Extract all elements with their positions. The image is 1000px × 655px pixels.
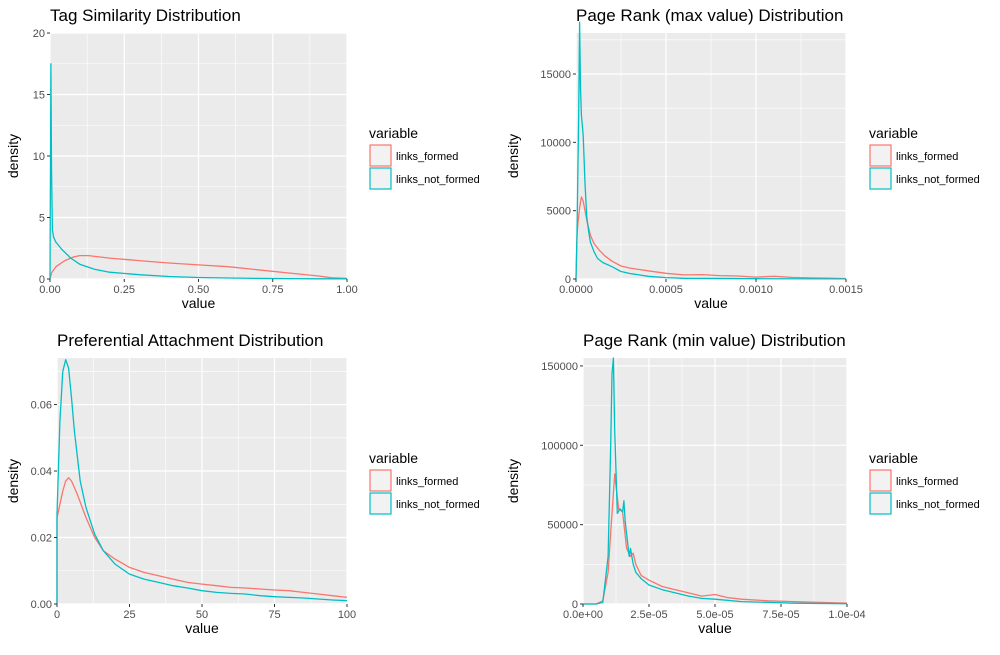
chart-panel-pagerank-max: 0.0000 0.0005 0.0010 0.0015 0 5000 10000 15000 P… <box>500 0 1000 325</box>
x-tick-label: 0 <box>54 609 60 621</box>
legend-label: links_not_formed <box>396 174 480 186</box>
x-axis-label: value <box>694 295 728 311</box>
series-line-links-not-formed <box>583 357 848 605</box>
legend-label: links_not_formed <box>396 499 480 511</box>
x-tick-label: 2.5e-05 <box>630 609 667 621</box>
chart-panel-tag-similarity: 0.00 0.25 0.50 0.75 1.00 0 5 10 15 20 Tag Similari… <box>0 0 500 325</box>
chart-title: Preferential Attachment Distribution <box>57 331 323 350</box>
y-axis-label: density <box>5 459 21 503</box>
series-line-links-formed <box>49 254 348 280</box>
chart-title: Tag Similarity Distribution <box>50 6 241 25</box>
x-tick-label: 0.50 <box>188 284 209 296</box>
legend-title: variable <box>869 125 918 141</box>
x-tick-label: 0.0015 <box>829 284 863 296</box>
x-tick-label: 1.0e-04 <box>828 609 865 621</box>
y-tick-label: 0 <box>565 274 571 286</box>
legend-label: links_formed <box>896 476 958 488</box>
series-line-links-not-formed <box>49 63 347 280</box>
x-tick-label: 75 <box>268 609 280 621</box>
y-tick-label: 10000 <box>540 137 571 149</box>
x-tick-label: 0.0000 <box>559 284 593 296</box>
legend-label: links_formed <box>396 151 458 163</box>
legend-label: links_formed <box>396 476 458 488</box>
legend-label: links_formed <box>896 151 958 163</box>
legend-label: links_not_formed <box>896 499 980 511</box>
y-tick-label: 15 <box>33 90 45 102</box>
y-tick-label: 5 <box>39 213 45 225</box>
legend-key-links-not-formed <box>369 492 392 515</box>
chart-panel-preferential-attachment: 0 25 50 75 100 0.00 0.02 0.04 0.06 Preferential A… <box>0 325 500 650</box>
y-axis-label: density <box>505 134 521 178</box>
x-tick-label: 100 <box>338 609 356 621</box>
legend-key-links-not-formed <box>869 167 892 190</box>
y-tick-label: 0.02 <box>31 533 52 545</box>
series-line-links-formed <box>583 473 848 605</box>
legend-title: variable <box>369 125 418 141</box>
series-line-links-formed <box>575 196 847 280</box>
y-tick-label: 20 <box>33 28 45 40</box>
y-tick-label: 0.00 <box>31 599 52 611</box>
x-tick-label: 0.75 <box>262 284 283 296</box>
y-tick-label: 50000 <box>547 520 578 532</box>
legend-key-links-formed <box>369 144 392 167</box>
x-tick-label: 0.00 <box>39 284 60 296</box>
legend-title: variable <box>369 450 418 466</box>
pagerank-max-chart: 0.0000 0.0005 0.0010 0.0015 0 5000 10000 15000 P… <box>505 6 980 311</box>
y-tick-label: 15000 <box>540 69 571 81</box>
y-tick-label: 10 <box>33 151 45 163</box>
legend-label: links_not_formed <box>896 174 980 186</box>
x-tick-label: 25 <box>123 609 135 621</box>
legend-title: variable <box>869 450 918 466</box>
y-tick-label: 0 <box>572 599 578 611</box>
x-axis-label: value <box>698 620 732 636</box>
x-tick-label: 5.0e-05 <box>696 609 733 621</box>
y-axis-label: density <box>5 134 21 178</box>
series-line-links-not-formed <box>56 359 348 604</box>
x-tick-label: 0.0005 <box>649 284 683 296</box>
x-tick-label: 7.5e-05 <box>762 609 799 621</box>
legend-key-links-formed <box>869 469 892 492</box>
legend-key-links-not-formed <box>869 492 892 515</box>
chart-title: Page Rank (min value) Distribution <box>583 331 846 350</box>
x-tick-label: 0.25 <box>114 284 135 296</box>
tag-similarity-chart: 0.00 0.25 0.50 0.75 1.00 0 5 10 15 20 Tag Similari… <box>5 6 480 311</box>
chart-title: Page Rank (max value) Distribution <box>576 6 843 25</box>
series-line-links-not-formed <box>575 21 847 280</box>
y-tick-label: 150000 <box>541 361 578 373</box>
x-axis-label: value <box>185 620 219 636</box>
y-tick-label: 100000 <box>541 440 578 452</box>
chart-panel-pagerank-min: 0.0e+00 2.5e-05 5.0e-05 7.5e-05 1.0e-04 0 5000… <box>500 325 1000 650</box>
y-tick-label: 5000 <box>547 206 571 218</box>
y-tick-label: 0.04 <box>31 466 52 478</box>
x-tick-label: 50 <box>196 609 208 621</box>
x-tick-label: 0.0010 <box>739 284 773 296</box>
y-tick-label: 0.06 <box>31 400 52 412</box>
legend-key-links-formed <box>369 469 392 492</box>
x-tick-label: 0.0e+00 <box>563 609 603 621</box>
legend-key-links-formed <box>869 144 892 167</box>
y-tick-label: 0 <box>39 274 45 286</box>
legend-key-links-not-formed <box>369 167 392 190</box>
pagerank-min-chart: 0.0e+00 2.5e-05 5.0e-05 7.5e-05 1.0e-04 0 5000… <box>505 331 980 636</box>
x-tick-label: 1.00 <box>336 284 357 296</box>
y-axis-label: density <box>505 459 521 503</box>
preferential-attachment-chart: 0 25 50 75 100 0.00 0.02 0.04 0.06 Preferential A… <box>5 331 480 636</box>
series-line-links-formed <box>56 477 348 604</box>
x-axis-label: value <box>182 295 216 311</box>
